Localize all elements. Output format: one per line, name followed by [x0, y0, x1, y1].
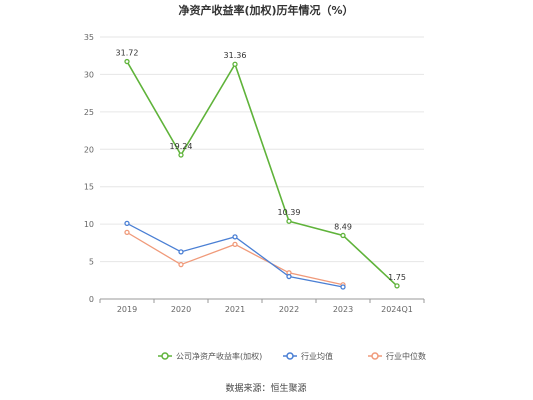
y-tick-label: 15 — [84, 183, 94, 192]
y-tick-label: 20 — [84, 145, 94, 154]
data-point — [178, 249, 184, 255]
data-point — [232, 234, 238, 240]
legend-swatch-marker — [161, 352, 169, 360]
data-point — [178, 261, 184, 268]
data-point — [232, 61, 238, 67]
data-point — [178, 152, 184, 158]
axes: 0 5 10 15 20 25 30 35 2019 2020 2021 2022 2023 2024Q1 — [84, 33, 425, 314]
grid — [100, 36, 424, 263]
legend-item[interactable]: 行业均值 — [283, 351, 333, 361]
data-label: 31.36 — [224, 51, 247, 60]
y-tick-label: 10 — [84, 220, 94, 229]
chart-title: 净资产收益率(加权)历年情况（%） — [178, 3, 353, 17]
series-line — [126, 61, 398, 287]
legend-swatch-marker — [371, 352, 379, 360]
series-1 — [124, 220, 346, 290]
y-tick-label: 0 — [89, 295, 94, 304]
y-tick-label: 25 — [84, 108, 94, 117]
legend-swatch-marker — [286, 352, 294, 360]
y-tick-label: 35 — [84, 33, 94, 42]
data-point — [340, 284, 346, 290]
data-point — [124, 220, 130, 227]
legend-item[interactable]: 行业中位数 — [368, 351, 426, 361]
data-label: 31.72 — [116, 49, 139, 58]
series-0 — [124, 58, 400, 289]
x-tick-label: 2019 — [117, 305, 137, 314]
data-point — [286, 218, 292, 224]
data-label: 10.39 — [278, 208, 301, 217]
x-tick-label: 2022 — [279, 305, 299, 314]
x-tick-label: 2020 — [171, 305, 191, 314]
x-tick-label: 2021 — [225, 305, 245, 314]
data-point — [286, 273, 292, 280]
legend-label: 公司净资产收益率(加权) — [176, 351, 262, 361]
data-label: 8.49 — [334, 222, 352, 231]
y-tick-label: 5 — [89, 258, 94, 267]
data-point — [124, 229, 130, 236]
data-point — [394, 283, 400, 289]
data-point — [340, 232, 346, 239]
legend-item[interactable]: 公司净资产收益率(加权) — [158, 351, 262, 361]
series-2 — [124, 229, 346, 288]
data-label: 1.75 — [388, 273, 406, 282]
x-tick-label: 2023 — [333, 305, 353, 314]
series-layer — [124, 58, 400, 290]
y-tick-label: 30 — [84, 70, 94, 79]
data-point — [124, 58, 130, 65]
data-point — [232, 241, 238, 248]
data-labels: 31.72 19.24 31.36 10.39 8.49 1.75 — [116, 49, 406, 282]
legend-label: 行业中位数 — [386, 351, 426, 361]
data-label: 19.24 — [170, 142, 193, 151]
x-tick-label: 2024Q1 — [381, 305, 413, 314]
legend[interactable]: 公司净资产收益率(加权) 行业均值 行业中位数 — [158, 351, 426, 361]
legend-label: 行业均值 — [301, 351, 333, 361]
data-source: 数据来源：恒生聚源 — [225, 382, 306, 394]
